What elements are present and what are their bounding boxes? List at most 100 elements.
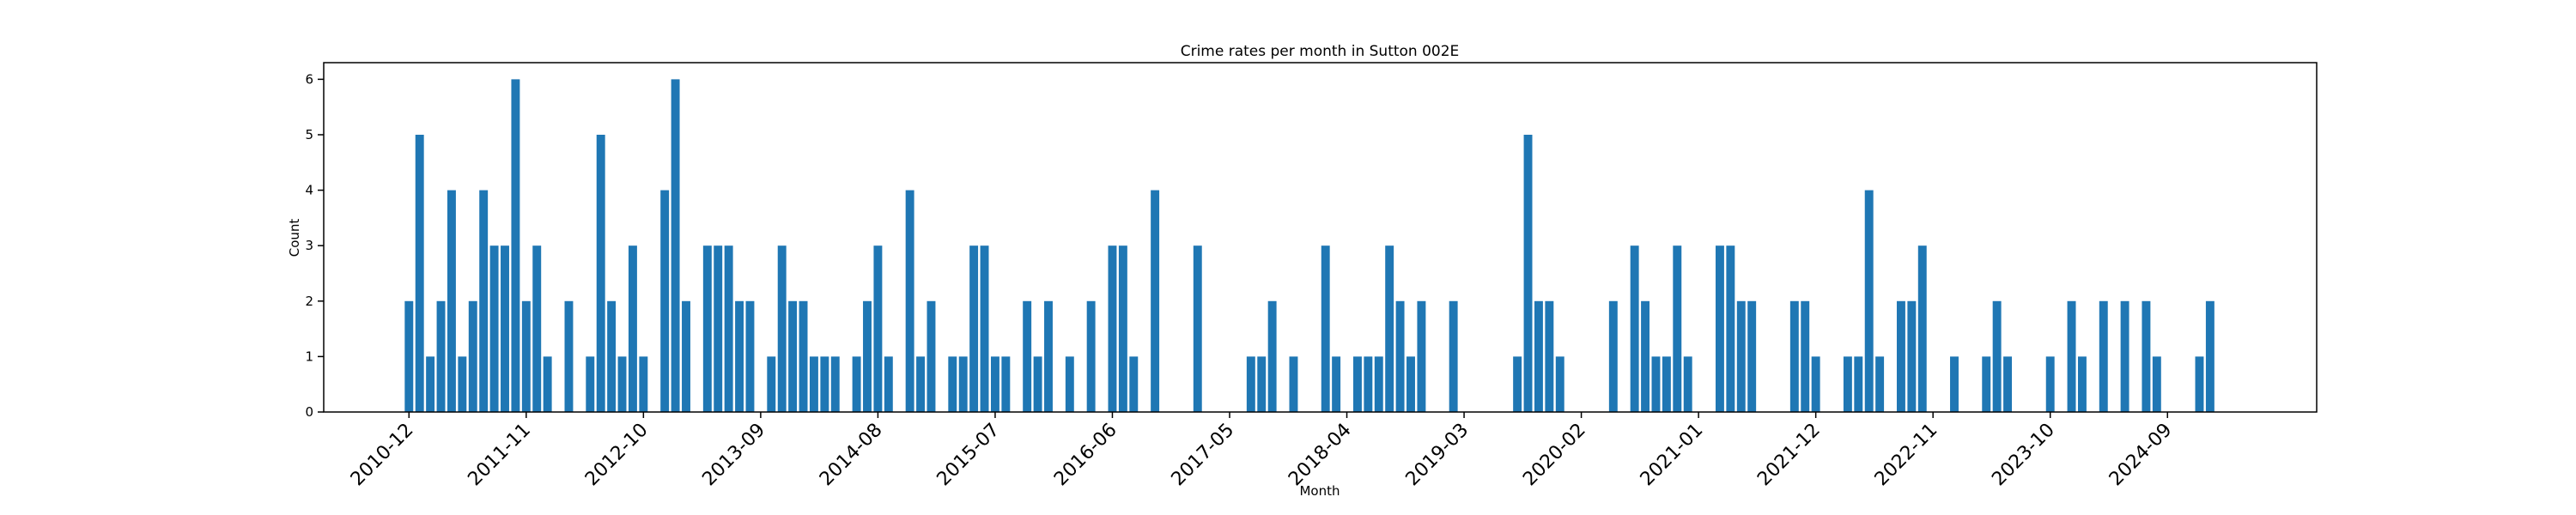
bar — [1033, 356, 1042, 412]
bar — [916, 356, 926, 412]
bar — [724, 245, 733, 412]
bar — [905, 190, 914, 413]
bar — [852, 356, 861, 412]
x-tick-label: 2024-09 — [2105, 420, 2177, 491]
bar — [1065, 356, 1074, 412]
bar — [1151, 190, 1160, 413]
y-tick-label: 4 — [305, 183, 313, 198]
bar — [809, 356, 818, 412]
bar — [2195, 356, 2204, 412]
bar — [1801, 300, 1810, 412]
bar — [564, 300, 574, 412]
bar — [1875, 356, 1885, 412]
bar — [1907, 300, 1917, 412]
y-axis-label: Count — [287, 219, 302, 258]
bar — [682, 300, 690, 412]
bar — [1118, 245, 1127, 412]
y-tick-label: 6 — [305, 71, 313, 87]
x-axis-label: Month — [1299, 483, 1340, 499]
x-tick-label: 2018-04 — [1285, 420, 1356, 491]
bar — [969, 245, 979, 412]
bar — [1023, 300, 1032, 412]
bar — [1950, 356, 1959, 412]
bar — [1726, 245, 1735, 412]
bar — [777, 245, 787, 412]
bar — [596, 134, 605, 412]
bar — [1715, 245, 1724, 412]
bar — [702, 245, 712, 412]
bar — [458, 356, 467, 412]
bar — [404, 300, 414, 412]
x-tick-label: 2015-07 — [933, 420, 1005, 491]
bar — [767, 356, 776, 412]
y-tick-label: 3 — [305, 238, 313, 253]
bar — [1843, 356, 1852, 412]
bar — [820, 356, 829, 412]
y-tick-label: 1 — [305, 348, 313, 364]
bar — [415, 134, 424, 412]
bar — [1044, 300, 1053, 412]
bar — [617, 356, 627, 412]
bar — [2045, 356, 2055, 412]
bar — [1108, 245, 1117, 412]
bar — [1992, 300, 2002, 412]
bar — [1257, 356, 1267, 412]
bar — [873, 245, 883, 412]
bar — [1352, 356, 1362, 412]
x-tick-label: 2020-02 — [1519, 420, 1590, 491]
plot-frame — [323, 62, 2318, 413]
bar — [1608, 300, 1618, 412]
x-tick-label: 2023-10 — [1988, 420, 2059, 491]
y-tick-label: 5 — [305, 127, 313, 142]
bar — [501, 245, 509, 412]
x-tick-label: 2010-12 — [347, 420, 418, 491]
bar — [586, 356, 595, 412]
bar — [468, 300, 477, 412]
x-tick-label: 2016-06 — [1050, 420, 1121, 491]
bar — [1789, 300, 1799, 412]
bar — [830, 356, 840, 412]
bar — [447, 190, 456, 413]
bar — [2205, 300, 2215, 412]
bar — [671, 79, 680, 412]
bar — [1917, 245, 1927, 412]
bar — [1086, 300, 1096, 412]
bar — [1417, 300, 1426, 412]
bar — [2067, 300, 2076, 412]
bar — [628, 245, 637, 412]
bar — [1364, 356, 1373, 412]
bar — [1406, 356, 1415, 412]
bar — [1513, 356, 1522, 412]
bar — [863, 300, 872, 412]
bar — [927, 300, 936, 412]
bar — [1630, 245, 1639, 412]
x-tick-label: 2021-12 — [1753, 420, 1825, 491]
bar — [948, 356, 957, 412]
x-tick-label: 2011-11 — [464, 420, 535, 491]
y-tick-label: 2 — [305, 294, 313, 309]
bar — [990, 356, 999, 412]
bar — [436, 300, 446, 412]
bar — [788, 300, 798, 412]
bar — [1864, 190, 1874, 413]
bar — [1854, 356, 1863, 412]
bar — [1129, 356, 1139, 412]
bar — [426, 356, 435, 412]
x-tick-label: 2013-09 — [698, 420, 769, 491]
x-tick-label: 2014-08 — [816, 420, 887, 491]
bar — [1395, 300, 1405, 412]
bar — [607, 300, 617, 412]
bar — [2120, 300, 2129, 412]
bar — [1662, 356, 1671, 412]
bar — [980, 245, 989, 412]
bar — [1641, 300, 1650, 412]
bar — [532, 245, 542, 412]
x-tick-label: 2021-01 — [1637, 420, 1708, 491]
bar — [1449, 300, 1458, 412]
bar — [489, 245, 499, 412]
chart-title: Crime rates per month in Sutton 002E — [1181, 43, 1460, 60]
bar — [543, 356, 552, 412]
bar — [511, 79, 520, 412]
y-tick-label: 0 — [305, 404, 313, 420]
bar — [884, 356, 893, 412]
